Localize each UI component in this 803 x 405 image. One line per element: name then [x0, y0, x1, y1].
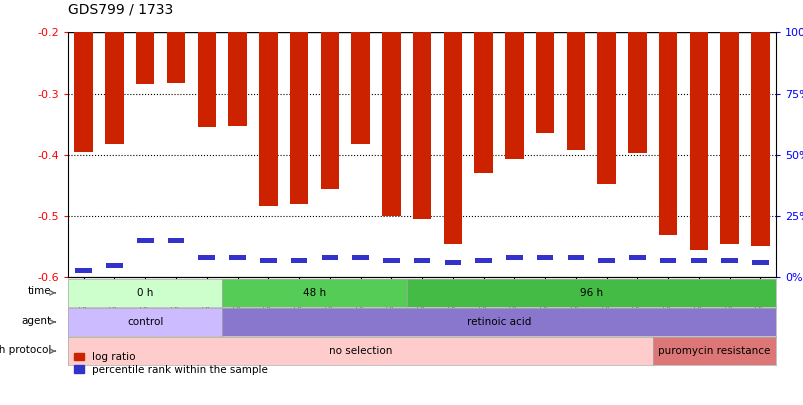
- Text: 96 h: 96 h: [579, 288, 602, 298]
- Bar: [166, 32, 185, 83]
- Bar: [168, 238, 184, 243]
- Bar: [505, 256, 522, 260]
- Bar: [750, 32, 768, 245]
- Bar: [658, 32, 677, 234]
- Bar: [289, 32, 308, 204]
- Bar: [720, 258, 737, 263]
- Bar: [321, 256, 338, 260]
- Bar: [106, 263, 123, 268]
- Bar: [504, 32, 523, 159]
- Bar: [136, 32, 154, 85]
- Text: GDS799 / 1733: GDS799 / 1733: [68, 2, 173, 16]
- Bar: [75, 268, 92, 273]
- Bar: [381, 32, 400, 216]
- Text: retinoic acid: retinoic acid: [467, 317, 531, 327]
- Bar: [382, 258, 399, 263]
- Text: 48 h: 48 h: [303, 288, 325, 298]
- Bar: [229, 256, 246, 260]
- Bar: [444, 260, 461, 265]
- Bar: [566, 32, 585, 150]
- Bar: [690, 258, 707, 263]
- Text: growth protocol: growth protocol: [0, 345, 51, 355]
- Bar: [352, 256, 369, 260]
- Bar: [752, 260, 768, 265]
- Bar: [320, 32, 339, 189]
- Text: time: time: [27, 286, 51, 296]
- Bar: [659, 258, 675, 263]
- Text: puromycin resistance: puromycin resistance: [658, 346, 769, 356]
- Text: 0 h: 0 h: [137, 288, 153, 298]
- Bar: [198, 32, 216, 127]
- Bar: [228, 32, 247, 126]
- Legend: log ratio, percentile rank within the sample: log ratio, percentile rank within the sa…: [73, 352, 268, 375]
- Bar: [567, 256, 584, 260]
- Bar: [259, 258, 276, 263]
- Bar: [627, 32, 646, 153]
- Bar: [597, 32, 615, 184]
- Bar: [291, 258, 307, 263]
- Bar: [137, 238, 153, 243]
- Bar: [475, 258, 491, 263]
- Text: agent: agent: [21, 315, 51, 326]
- Bar: [351, 32, 369, 145]
- Bar: [719, 32, 738, 244]
- Bar: [689, 32, 707, 250]
- Bar: [628, 256, 645, 260]
- Bar: [75, 32, 93, 152]
- Bar: [414, 258, 430, 263]
- Bar: [105, 32, 124, 145]
- Bar: [443, 32, 462, 244]
- Bar: [259, 32, 277, 206]
- Bar: [198, 256, 215, 260]
- Bar: [597, 258, 614, 263]
- Text: control: control: [127, 317, 163, 327]
- Bar: [474, 32, 492, 173]
- Bar: [536, 32, 554, 134]
- Bar: [413, 32, 430, 219]
- Text: no selection: no selection: [328, 346, 392, 356]
- Bar: [536, 256, 552, 260]
